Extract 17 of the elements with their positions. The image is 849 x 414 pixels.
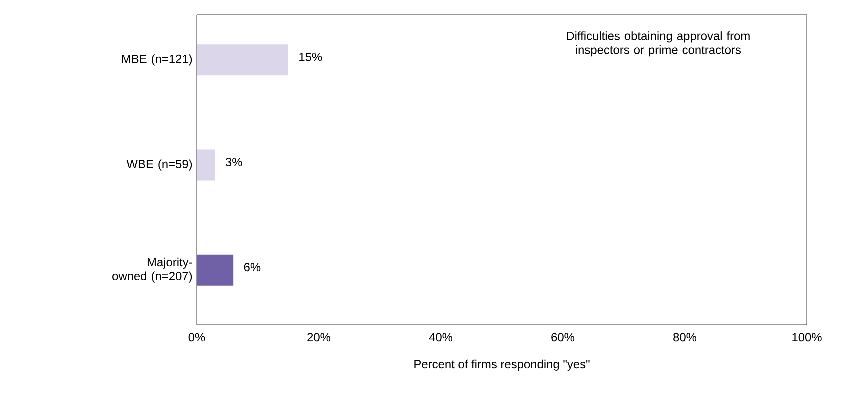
y-tick-label: Majority-owned (n=207) (112, 258, 192, 283)
x-tick-label: 60% (552, 333, 575, 342)
x-axis-title: Percent of firms responding "yes" (414, 360, 590, 371)
y-tick-label: WBE (n=59) (126, 160, 192, 171)
bar (197, 150, 216, 181)
data-label: 3% (226, 158, 242, 166)
x-tick-label: 0% (188, 333, 206, 342)
bar (197, 44, 289, 76)
x-tick-label: 20% (308, 333, 331, 342)
bar (197, 254, 234, 286)
x-tick-label: 80% (674, 333, 697, 342)
x-tick-label: 100% (792, 333, 822, 342)
annotation: Difficulties obtaining approval from inspectors or prime contractors (567, 32, 750, 57)
data-label: 6% (244, 263, 261, 272)
y-tick-label: MBE (n=121) (122, 54, 192, 66)
x-tick-label: 40% (429, 333, 453, 342)
data-label: 15% (300, 52, 322, 62)
